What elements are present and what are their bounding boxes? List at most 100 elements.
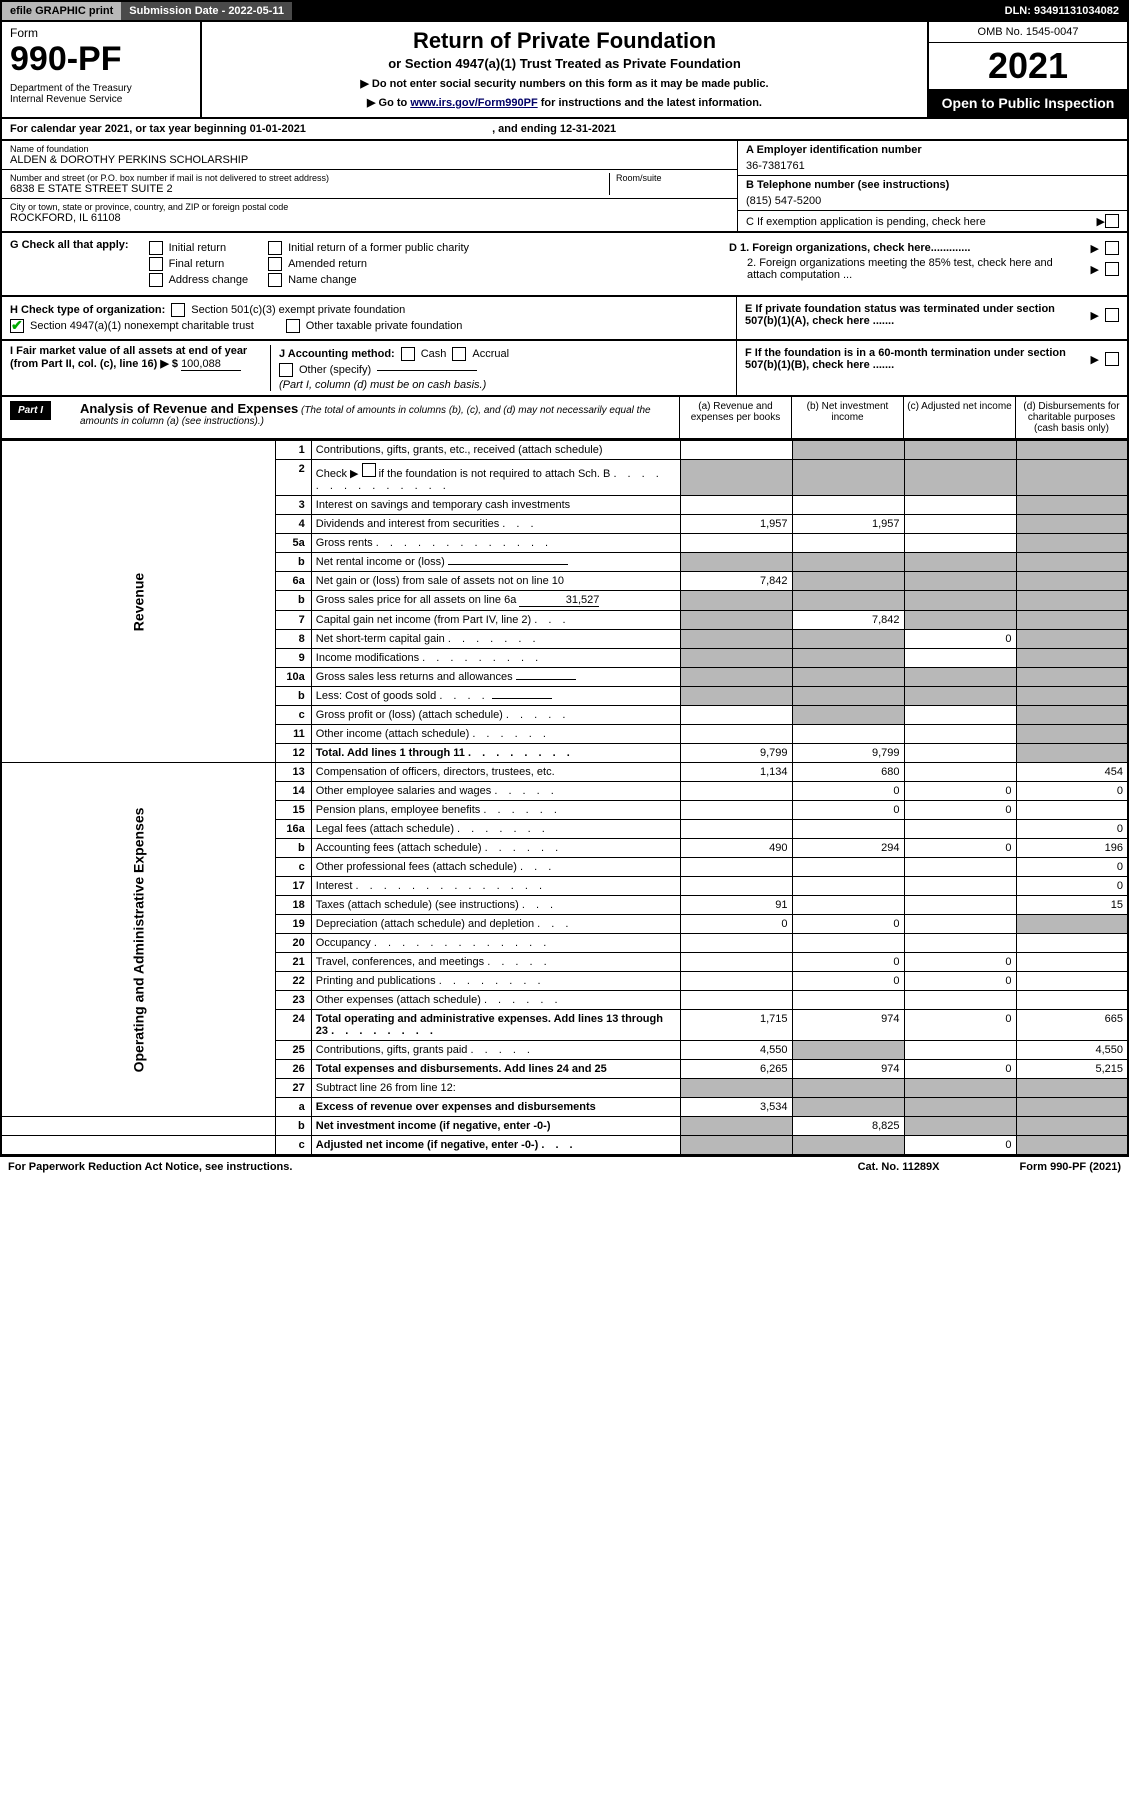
initial-former-label: Initial return of a former public charit…	[288, 242, 469, 254]
dept-label: Department of the Treasury Internal Reve…	[10, 83, 192, 105]
form-note-2: ▶ Go to www.irs.gov/Form990PF for instru…	[214, 96, 915, 109]
amended-checkbox[interactable]	[268, 257, 282, 271]
tel-value: (815) 547-5200	[746, 191, 1119, 207]
final-return-label: Final return	[169, 258, 225, 270]
row-12: Total. Add lines 1 through 11 . . . . . …	[311, 744, 680, 763]
part1-title: Analysis of Revenue and Expenses	[80, 401, 298, 416]
name-change-label: Name change	[288, 274, 357, 286]
row-8: Net short-term capital gain . . . . . . …	[311, 630, 680, 649]
row-10c: Gross profit or (loss) (attach schedule)…	[311, 706, 680, 725]
row-6a: Net gain or (loss) from sale of assets n…	[311, 572, 680, 591]
final-return-checkbox[interactable]	[149, 257, 163, 271]
row-3: Interest on savings and temporary cash i…	[311, 496, 680, 515]
cash-checkbox[interactable]	[401, 347, 415, 361]
d1-checkbox[interactable]	[1105, 241, 1119, 255]
other-method-checkbox[interactable]	[279, 363, 293, 377]
row-24: Total operating and administrative expen…	[311, 1010, 680, 1041]
row-1: Contributions, gifts, grants, etc., rece…	[311, 441, 680, 460]
d1-label: D 1. Foreign organizations, check here..…	[729, 242, 1085, 254]
col-c-header: (c) Adjusted net income	[903, 397, 1015, 438]
row-20: Occupancy . . . . . . . . . . . . .	[311, 934, 680, 953]
row-6b: Gross sales price for all assets on line…	[311, 591, 680, 611]
accrual-label: Accrual	[472, 348, 509, 360]
schb-checkbox[interactable]	[362, 463, 376, 477]
name-change-checkbox[interactable]	[268, 273, 282, 287]
g-label: G Check all that apply:	[10, 239, 129, 289]
other-tax-label: Other taxable private foundation	[306, 320, 463, 332]
irs-link[interactable]: www.irs.gov/Form990PF	[410, 97, 537, 109]
e-checkbox[interactable]	[1105, 308, 1119, 322]
g-section: G Check all that apply: Initial return F…	[0, 233, 1129, 297]
col-a-header: (a) Revenue and expenses per books	[679, 397, 791, 438]
row-5a: Gross rents . . . . . . . . . . . . .	[311, 534, 680, 553]
h-label: H Check type of organization:	[10, 304, 165, 316]
form-header: Form 990-PF Department of the Treasury I…	[0, 22, 1129, 119]
foundation-name: ALDEN & DOROTHY PERKINS SCHOLARSHIP	[10, 154, 729, 166]
part1-table: Revenue 1Contributions, gifts, grants, e…	[0, 440, 1129, 1156]
row-5b: Net rental income or (loss)	[311, 553, 680, 572]
addr-change-label: Address change	[169, 274, 249, 286]
i-value: 100,088	[181, 358, 241, 371]
row-4: Dividends and interest from securities .…	[311, 515, 680, 534]
col-b-header: (b) Net investment income	[791, 397, 903, 438]
cash-label: Cash	[421, 348, 447, 360]
f-checkbox[interactable]	[1105, 352, 1119, 366]
form-title: Return of Private Foundation	[214, 28, 915, 54]
row-2: Check ▶ if the foundation is not require…	[311, 460, 680, 496]
row-22: Printing and publications . . . . . . . …	[311, 972, 680, 991]
c-checkbox[interactable]	[1105, 214, 1119, 228]
row-21: Travel, conferences, and meetings . . . …	[311, 953, 680, 972]
omb-number: OMB No. 1545-0047	[929, 22, 1127, 43]
open-to-public: Open to Public Inspection	[929, 89, 1127, 117]
row-26: Total expenses and disbursements. Add li…	[311, 1060, 680, 1079]
row-18: Taxes (attach schedule) (see instruction…	[311, 896, 680, 915]
f-label: F If the foundation is in a 60-month ter…	[745, 347, 1085, 371]
row-27a: Excess of revenue over expenses and disb…	[311, 1098, 680, 1117]
tel-label: B Telephone number (see instructions)	[746, 179, 1119, 191]
row-27: Subtract line 26 from line 12:	[311, 1079, 680, 1098]
row-10b: Less: Cost of goods sold . . . .	[311, 687, 680, 706]
row-16c: Other professional fees (attach schedule…	[311, 858, 680, 877]
addr-change-checkbox[interactable]	[149, 273, 163, 287]
addr-label: Number and street (or P.O. box number if…	[10, 173, 609, 183]
initial-former-checkbox[interactable]	[268, 241, 282, 255]
footer-left: For Paperwork Reduction Act Notice, see …	[8, 1161, 292, 1173]
footer-form: Form 990-PF (2021)	[1020, 1161, 1121, 1173]
s4947-checkbox[interactable]	[10, 319, 24, 333]
row-19: Depreciation (attach schedule) and deple…	[311, 915, 680, 934]
j-note: (Part I, column (d) must be on cash basi…	[279, 379, 728, 391]
row-9: Income modifications . . . . . . . . .	[311, 649, 680, 668]
row-10a: Gross sales less returns and allowances	[311, 668, 680, 687]
s501-checkbox[interactable]	[171, 303, 185, 317]
part1-header: Part I Analysis of Revenue and Expenses …	[0, 397, 1129, 440]
top-bar: efile GRAPHIC print Submission Date - 20…	[0, 0, 1129, 22]
foundation-city: ROCKFORD, IL 61108	[10, 212, 729, 224]
revenue-side-label: Revenue	[130, 469, 146, 734]
row-13: Compensation of officers, directors, tru…	[311, 763, 680, 782]
expenses-side-label: Operating and Administrative Expenses	[130, 807, 146, 1072]
d2-checkbox[interactable]	[1105, 262, 1119, 276]
row-16b: Accounting fees (attach schedule) . . . …	[311, 839, 680, 858]
form-number: 990-PF	[10, 40, 192, 79]
form-subtitle: or Section 4947(a)(1) Trust Treated as P…	[214, 56, 915, 71]
col-d-header: (d) Disbursements for charitable purpose…	[1015, 397, 1127, 438]
row-27c: Adjusted net income (if negative, enter …	[311, 1136, 680, 1156]
ein-label: A Employer identification number	[746, 144, 1119, 156]
form-note-1: ▶ Do not enter social security numbers o…	[214, 77, 915, 90]
e-label: E If private foundation status was termi…	[745, 303, 1085, 327]
amended-label: Amended return	[288, 258, 367, 270]
d2-label: 2. Foreign organizations meeting the 85%…	[729, 257, 1085, 281]
initial-return-checkbox[interactable]	[149, 241, 163, 255]
row-25: Contributions, gifts, grants paid . . . …	[311, 1041, 680, 1060]
city-label: City or town, state or province, country…	[10, 202, 729, 212]
s4947-label: Section 4947(a)(1) nonexempt charitable …	[30, 320, 254, 332]
tax-year: 2021	[929, 43, 1127, 89]
initial-return-label: Initial return	[169, 242, 226, 254]
calendar-year-line: For calendar year 2021, or tax year begi…	[0, 119, 1129, 141]
accrual-checkbox[interactable]	[452, 347, 466, 361]
footer-cat: Cat. No. 11289X	[858, 1161, 940, 1173]
row-16a: Legal fees (attach schedule) . . . . . .…	[311, 820, 680, 839]
j-label: J Accounting method:	[279, 348, 395, 360]
row-14: Other employee salaries and wages . . . …	[311, 782, 680, 801]
other-tax-checkbox[interactable]	[286, 319, 300, 333]
